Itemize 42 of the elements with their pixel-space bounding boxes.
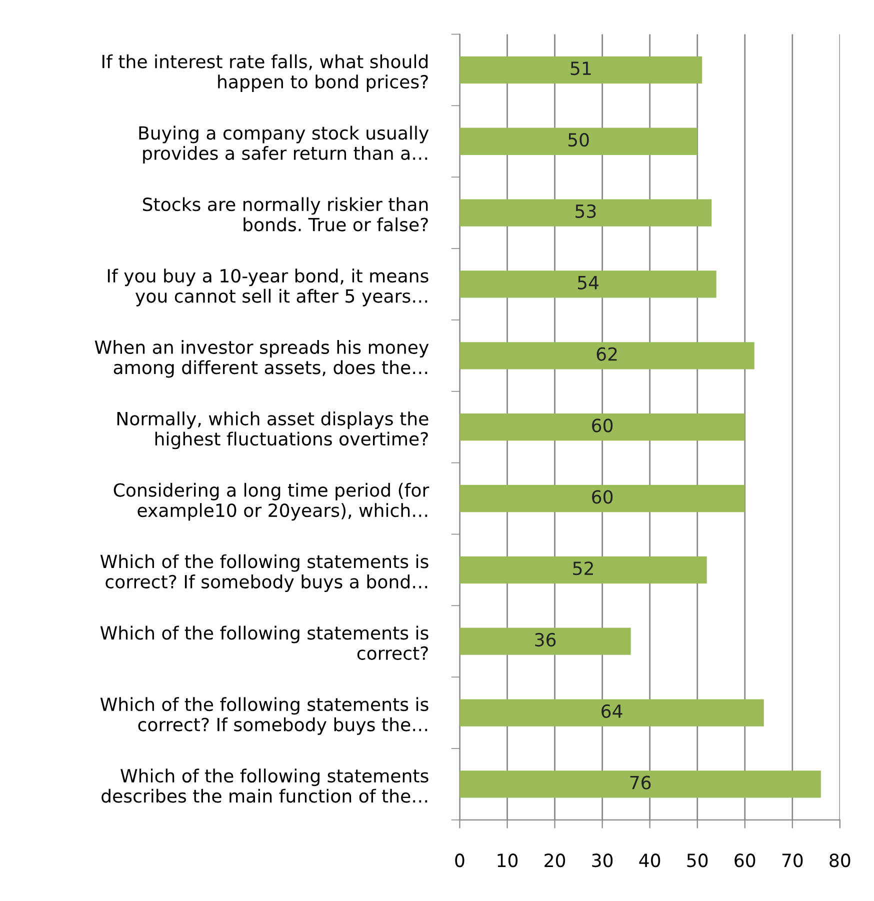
x-tick-label: 80	[830, 854, 850, 868]
bar	[460, 484, 745, 512]
bar	[460, 770, 821, 798]
data-label: 53	[576, 204, 596, 218]
bar	[460, 199, 712, 226]
bar	[460, 56, 702, 84]
data-label: 54	[578, 276, 599, 290]
bar	[460, 128, 698, 155]
bar	[460, 628, 631, 655]
bar	[460, 699, 764, 726]
y-tick-label: Buying a company stock usually provides a safer return than a…	[139, 126, 429, 164]
data-label: 62	[596, 347, 617, 361]
y-tick-label: If you buy a 10-year bond, it means you cannot sell it after 5 years…	[108, 268, 428, 306]
y-tick-label: Which of the following statements is correct? If somebody buys a bond…	[100, 554, 428, 592]
y-tick-label: When an investor spreads his money among different assets, does the…	[94, 340, 429, 378]
x-tick-label: 30	[592, 854, 613, 868]
data-label: 52	[573, 562, 593, 576]
x-tick-label: 0	[455, 854, 464, 868]
y-tick-label: Which of the following statements is correct? If somebody buys the…	[100, 697, 428, 735]
data-label: 64	[602, 704, 622, 718]
bar	[460, 414, 745, 441]
data-label: 60	[592, 418, 613, 432]
y-tick-label: Considering a long time period (for example10 or 20years), which…	[114, 482, 430, 521]
y-tick-label: Which of the following statements describes the main function of the…	[102, 768, 428, 803]
x-tick-label: 70	[782, 854, 803, 868]
data-label: 76	[630, 776, 651, 790]
data-label: 60	[592, 490, 613, 504]
x-tick-label: 50	[687, 854, 708, 868]
bar	[460, 270, 716, 298]
x-tick-label: 10	[498, 854, 518, 868]
data-label: 51	[570, 62, 591, 76]
x-tick-label: 60	[734, 854, 756, 868]
x-tick-label: 40	[639, 854, 660, 868]
y-tick-label: Which of the following statements is correct?	[100, 626, 428, 660]
data-label: 36	[535, 632, 556, 647]
y-tick-label: If the interest rate falls, what should happen to bond prices?	[102, 54, 428, 92]
bar	[460, 342, 754, 370]
y-tick-label: Normally, which asset displays the highest fluctuations overtime?	[117, 411, 428, 450]
bar	[460, 556, 707, 584]
data-label: 50	[568, 132, 589, 147]
x-tick-label: 20	[544, 854, 566, 868]
y-tick-label: Stocks are normally riskier than bonds. True or false?	[142, 197, 428, 232]
